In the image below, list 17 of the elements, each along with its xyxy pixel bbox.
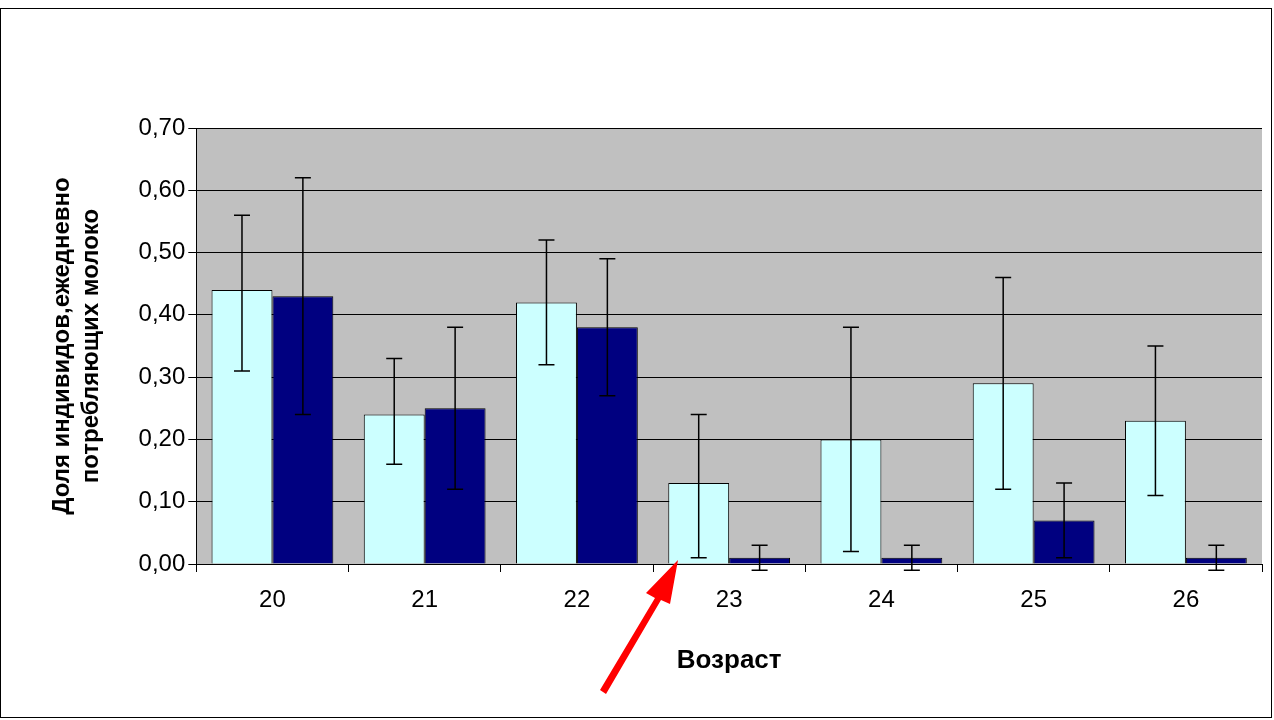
x-tick-label: 21	[411, 585, 439, 613]
x-tick-label: 25	[1020, 585, 1047, 613]
x-tick-label: 26	[1172, 585, 1200, 613]
y-tick-label: 0,10	[138, 486, 186, 514]
y-tick-label: 0,00	[138, 548, 186, 576]
y-tick-label: 0,50	[138, 237, 186, 265]
y-tick-label: 0,60	[138, 174, 186, 202]
y-tick-label: 0,70	[138, 112, 186, 140]
x-tick-label: 20	[259, 585, 286, 613]
x-axis-title: Возраст	[676, 643, 782, 674]
y-tick-label: 0,20	[138, 424, 186, 452]
x-tick-label: 23	[715, 585, 743, 613]
x-tick-label: 24	[868, 585, 895, 613]
y-axis-title: Доля индивидов,ежедневно потребляющих молоко	[47, 177, 103, 515]
y-tick-label: 0,40	[138, 299, 186, 327]
y-tick-label: 0,30	[138, 361, 186, 389]
x-tick-label: 22	[563, 585, 591, 613]
